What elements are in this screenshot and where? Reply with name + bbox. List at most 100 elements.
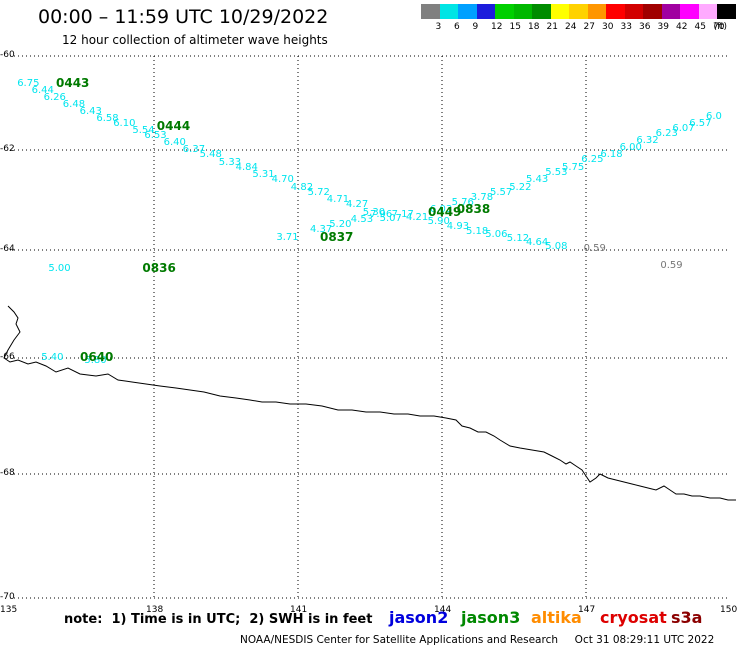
wave-height-value: 4.71 bbox=[326, 194, 350, 205]
legend-swatch bbox=[680, 4, 699, 19]
legend-label: 30 bbox=[602, 22, 614, 32]
map-subtitle: 12 hour collection of altimeter wave hei… bbox=[62, 33, 328, 47]
wave-height-value: 5.80 bbox=[84, 354, 107, 366]
wave-height-value: 7.17 bbox=[391, 209, 414, 220]
legend-label: 42 bbox=[676, 22, 688, 32]
legend-swatch bbox=[587, 4, 607, 19]
wave-height-value: 6.48 bbox=[62, 99, 86, 111]
latitude-label: -66 bbox=[0, 352, 15, 362]
legend-label: 15 bbox=[509, 22, 521, 32]
longitude-label: 147 bbox=[578, 605, 596, 615]
wave-height-value: 5.12 bbox=[506, 233, 530, 244]
wave-height-value: 6.18 bbox=[600, 149, 623, 160]
wave-height-value: 4.21 bbox=[406, 211, 429, 223]
wave-height-value: 6.37 bbox=[182, 144, 206, 155]
wave-height-value: 5.30 bbox=[362, 206, 386, 218]
wave-height-value: 0.59 bbox=[660, 260, 683, 272]
wave-height-value: 4.64 bbox=[526, 236, 549, 248]
wave-height-value: 5.20 bbox=[329, 219, 352, 230]
wave-height-value: 4.53 bbox=[350, 214, 374, 225]
pass-time-label: 0838 bbox=[456, 202, 491, 216]
footnote: note: 1) Time is in UTC; 2) SWH is in fe… bbox=[64, 612, 373, 627]
wave-height-value: 3.78 bbox=[470, 191, 494, 203]
wave-height-value: 6.23 bbox=[655, 127, 678, 139]
legend-swatch bbox=[624, 4, 644, 19]
credit-line: NOAA/NESDIS Center for Satellite Applica… bbox=[240, 634, 715, 646]
legend-swatch bbox=[550, 4, 570, 19]
legend-label: 36 bbox=[639, 22, 651, 32]
wave-height-value: 5.31 bbox=[252, 169, 275, 180]
legend-swatch bbox=[421, 4, 440, 19]
legend-label: 45 bbox=[694, 22, 706, 32]
latitude-label: -68 bbox=[0, 468, 15, 478]
legend-swatch bbox=[717, 4, 736, 19]
wave-height-value: 5.22 bbox=[509, 181, 532, 193]
wave-height-value: 4.82 bbox=[290, 181, 314, 193]
wave-height-value: 6.07 bbox=[672, 122, 695, 134]
legend-unit: (ft) bbox=[713, 22, 728, 32]
color-legend: 3 6 9 12 15 18 21 24 27 30 33 36 39 42 45 70 (ft) bbox=[421, 4, 739, 36]
satellite-jason3: jason3 bbox=[461, 608, 521, 627]
legend-swatch bbox=[458, 4, 477, 19]
latitude-label: -60 bbox=[0, 50, 15, 60]
legend-label: 33 bbox=[620, 22, 632, 32]
latitude-label: -70 bbox=[0, 592, 15, 602]
longitude-label: 150 bbox=[720, 605, 738, 615]
legend-swatch bbox=[606, 4, 625, 19]
wave-height-value: 5.76 bbox=[451, 196, 474, 208]
wave-height-value: 6.44 bbox=[31, 85, 54, 97]
wave-height-value: 5.07 bbox=[379, 213, 402, 224]
wave-height-value: 4.37 bbox=[310, 224, 333, 235]
wave-height-value: 6.26 bbox=[43, 92, 66, 104]
wave-height-value: 6.58 bbox=[96, 113, 119, 125]
wave-height-value: 4.93 bbox=[446, 220, 470, 232]
longitude-label: 141 bbox=[290, 605, 308, 615]
wave-height-value: 5.40 bbox=[41, 352, 64, 363]
wave-height-value: 5.06 bbox=[485, 229, 508, 240]
legend-label: 6 bbox=[454, 22, 460, 32]
pass-time-label: 0449 bbox=[428, 204, 462, 219]
wave-height-value: 6.57 bbox=[689, 118, 712, 130]
wave-height-value: 5.33 bbox=[218, 156, 242, 168]
legend-swatch bbox=[569, 4, 588, 19]
map-title: 00:00 – 11:59 UTC 10/29/2022 bbox=[38, 6, 329, 28]
wave-height-value: 5.43 bbox=[526, 174, 549, 185]
satellite-altika: altika bbox=[531, 608, 582, 627]
legend-swatch bbox=[661, 4, 681, 19]
wave-height-value: 4.27 bbox=[346, 199, 369, 210]
wave-height-value: 6.75 bbox=[17, 78, 40, 90]
legend-label: 18 bbox=[528, 22, 540, 32]
latitude-label: -62 bbox=[0, 144, 15, 154]
antarctic-coastline bbox=[3, 305, 736, 501]
wave-height-value: 3.71 bbox=[276, 231, 299, 243]
wave-height-value: 5.90 bbox=[427, 215, 450, 227]
wave-height-value: 6.32 bbox=[636, 134, 659, 146]
wave-height-value: 6.53 bbox=[144, 129, 167, 141]
legend-swatch bbox=[643, 4, 662, 19]
wave-height-value: 4.70 bbox=[271, 174, 294, 185]
legend-swatch bbox=[532, 4, 551, 19]
wave-height-value: 5.00 bbox=[48, 262, 71, 274]
longitude-label: 135 bbox=[0, 605, 18, 615]
wave-height-value: 6.25 bbox=[581, 154, 604, 165]
longitude-label: 138 bbox=[146, 605, 164, 615]
wave-height-value: 5.18 bbox=[466, 225, 489, 237]
legend-label: 9 bbox=[472, 22, 479, 32]
wave-height-value: 5.57 bbox=[490, 186, 513, 198]
legend-label: 27 bbox=[583, 22, 595, 32]
longitude-label: 144 bbox=[434, 605, 452, 615]
wave-height-value: 6.00 bbox=[619, 141, 642, 153]
legend-swatch bbox=[495, 4, 514, 19]
pass-time-label: 0640 bbox=[80, 350, 114, 364]
wave-height-value: 5.53 bbox=[545, 166, 568, 178]
wave-height-value: 6.0 bbox=[706, 111, 722, 123]
legend-swatch bbox=[513, 4, 533, 19]
pass-time-label: 0444 bbox=[156, 118, 191, 133]
wave-height-value: 5.75 bbox=[562, 161, 585, 173]
wave-height-value: 5.72 bbox=[307, 186, 330, 198]
pass-time-label: 0443 bbox=[56, 76, 90, 91]
wave-height-value: 5.48 bbox=[199, 149, 222, 160]
pass-time-label: 0836 bbox=[142, 260, 176, 275]
legend-label: 12 bbox=[491, 22, 503, 32]
